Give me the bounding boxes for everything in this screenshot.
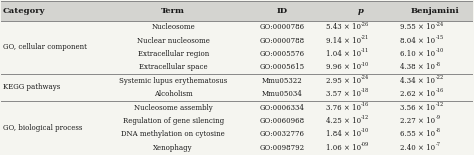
- Text: GO:0032776: GO:0032776: [259, 130, 304, 138]
- Text: -10: -10: [361, 128, 369, 133]
- Text: -22: -22: [436, 75, 444, 80]
- Text: 3.56 × 10: 3.56 × 10: [401, 104, 436, 112]
- Text: -21: -21: [361, 35, 369, 40]
- Text: 1.06 × 10: 1.06 × 10: [326, 144, 361, 152]
- Text: -24: -24: [361, 75, 369, 80]
- Text: ID: ID: [276, 7, 287, 15]
- Text: -12: -12: [436, 102, 444, 107]
- Text: GO:0000788: GO:0000788: [259, 37, 304, 45]
- Text: Nucleosome assembly: Nucleosome assembly: [134, 104, 212, 112]
- Text: Systemic lupus erythematosus: Systemic lupus erythematosus: [119, 77, 228, 85]
- Text: -10: -10: [436, 48, 444, 53]
- Text: -12: -12: [361, 115, 369, 120]
- Text: -8: -8: [436, 128, 440, 133]
- Text: GO:0000786: GO:0000786: [259, 23, 304, 31]
- Text: GO, biological process: GO, biological process: [3, 124, 82, 132]
- Text: -7: -7: [436, 142, 440, 147]
- Text: GO:0060968: GO:0060968: [259, 117, 304, 125]
- Text: GO:0006334: GO:0006334: [259, 104, 304, 112]
- Text: 6.55 × 10: 6.55 × 10: [401, 130, 436, 138]
- Text: p: p: [358, 7, 364, 15]
- Text: Term: Term: [161, 7, 185, 15]
- Text: DNA methylation on cytosine: DNA methylation on cytosine: [121, 130, 225, 138]
- Text: -8: -8: [436, 62, 440, 67]
- Text: KEGG pathways: KEGG pathways: [3, 84, 60, 91]
- Bar: [0, 1, 474, 21]
- Text: -09: -09: [361, 142, 369, 147]
- Text: 8.04 × 10: 8.04 × 10: [401, 37, 436, 45]
- Text: GO, cellular component: GO, cellular component: [3, 43, 87, 51]
- Text: 2.40 × 10: 2.40 × 10: [401, 144, 436, 152]
- Text: 9.14 × 10: 9.14 × 10: [326, 37, 361, 45]
- Text: 1.04 × 10: 1.04 × 10: [326, 50, 361, 58]
- Text: -15: -15: [436, 35, 444, 40]
- Text: Category: Category: [3, 7, 46, 15]
- Text: -26: -26: [361, 22, 369, 27]
- Text: 4.25 × 10: 4.25 × 10: [326, 117, 361, 125]
- Text: GO:0098792: GO:0098792: [259, 144, 304, 152]
- Text: -11: -11: [361, 48, 369, 53]
- Text: 2.27 × 10: 2.27 × 10: [401, 117, 436, 125]
- Text: GO:0005615: GO:0005615: [259, 63, 304, 71]
- Text: Mmu05322: Mmu05322: [262, 77, 302, 85]
- Text: 2.62 × 10: 2.62 × 10: [401, 90, 436, 98]
- Text: Xenophagy: Xenophagy: [154, 144, 193, 152]
- Text: -24: -24: [436, 22, 444, 27]
- Text: Nucleosome: Nucleosome: [151, 23, 195, 31]
- Text: 1.84 × 10: 1.84 × 10: [326, 130, 361, 138]
- Text: -18: -18: [361, 88, 369, 93]
- Text: -16: -16: [436, 88, 444, 93]
- Text: 6.10 × 10: 6.10 × 10: [401, 50, 436, 58]
- Text: 3.57 × 10: 3.57 × 10: [326, 90, 361, 98]
- Text: Nuclear nucleosome: Nuclear nucleosome: [137, 37, 210, 45]
- Text: 5.43 × 10: 5.43 × 10: [326, 23, 361, 31]
- Text: 9.55 × 10: 9.55 × 10: [401, 23, 436, 31]
- Text: -16: -16: [361, 102, 369, 107]
- Text: Regulation of gene silencing: Regulation of gene silencing: [123, 117, 224, 125]
- Text: -9: -9: [436, 115, 440, 120]
- Text: Extracellular region: Extracellular region: [137, 50, 209, 58]
- Text: 9.96 × 10: 9.96 × 10: [326, 63, 361, 71]
- Text: 4.34 × 10: 4.34 × 10: [401, 77, 436, 85]
- Text: Alcoholism: Alcoholism: [154, 90, 192, 98]
- Text: -10: -10: [361, 62, 369, 67]
- Text: 2.95 × 10: 2.95 × 10: [326, 77, 361, 85]
- Text: 4.38 × 10: 4.38 × 10: [401, 63, 436, 71]
- Text: GO:0005576: GO:0005576: [259, 50, 304, 58]
- Text: 3.76 × 10: 3.76 × 10: [326, 104, 361, 112]
- Text: Mmu05034: Mmu05034: [262, 90, 302, 98]
- Text: Benjamini: Benjamini: [411, 7, 460, 15]
- Text: Extracellular space: Extracellular space: [139, 63, 208, 71]
